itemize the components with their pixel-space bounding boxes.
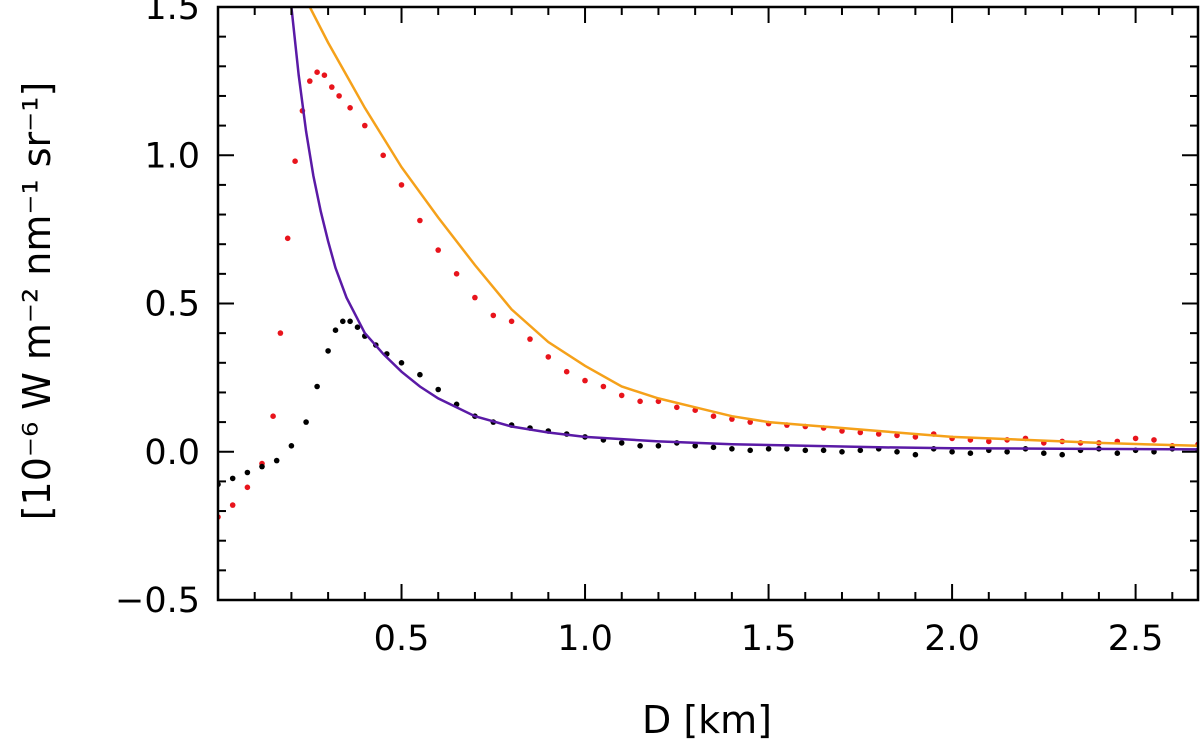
data-point	[949, 449, 955, 455]
data-point	[839, 428, 845, 434]
data-point	[1114, 450, 1121, 457]
data-point	[340, 318, 346, 325]
data-point	[435, 247, 442, 253]
data-point	[912, 434, 919, 440]
data-point	[273, 457, 280, 464]
data-point	[765, 446, 772, 452]
data-point	[332, 327, 339, 334]
data-point	[277, 330, 284, 336]
series-red-points	[218, 69, 1198, 520]
data-point	[244, 469, 251, 476]
data-point	[802, 447, 809, 454]
data-point	[303, 419, 309, 425]
x-tick-label: 2.5	[1108, 619, 1164, 659]
series-black-points	[218, 318, 1198, 488]
data-point	[857, 429, 864, 436]
data-point	[490, 312, 497, 319]
data-point	[229, 502, 236, 508]
data-point	[307, 78, 313, 84]
y-tick-label: −0.5	[115, 581, 200, 621]
y-tick-label: 1.0	[144, 136, 200, 176]
data-point	[618, 440, 625, 446]
data-point	[347, 318, 353, 325]
x-tick-label: 1.0	[557, 619, 613, 659]
data-point	[417, 217, 423, 224]
plot-series	[218, 7, 1198, 520]
data-point	[875, 431, 882, 437]
data-point	[637, 398, 643, 405]
data-point	[894, 449, 900, 455]
data-point	[894, 432, 900, 439]
plot-frame	[216, 5, 1200, 602]
data-point	[336, 93, 342, 99]
data-point	[710, 444, 717, 451]
data-point	[747, 419, 753, 425]
data-point	[527, 336, 533, 342]
data-point	[784, 446, 790, 452]
data-point	[674, 404, 680, 411]
data-point	[839, 449, 845, 455]
data-point	[1004, 449, 1010, 455]
data-point	[314, 69, 320, 75]
y-axis-title: [10⁻⁶ W m⁻² nm⁻¹ sr⁻¹]	[15, 82, 59, 521]
y-tick-label: 0.5	[144, 285, 200, 325]
data-point	[259, 463, 265, 470]
x-axis-title: D [km]	[642, 698, 772, 742]
data-point	[637, 443, 643, 449]
data-point	[1132, 435, 1139, 442]
data-point	[857, 447, 864, 454]
data-point	[729, 416, 735, 422]
data-point	[472, 294, 478, 301]
data-point	[655, 443, 662, 449]
data-point	[398, 360, 405, 366]
data-point	[692, 443, 698, 449]
data-point	[747, 447, 753, 454]
data-point	[912, 451, 919, 458]
data-point	[292, 158, 298, 164]
data-point	[244, 484, 251, 491]
plot-area	[218, 7, 1198, 520]
data-point	[284, 235, 291, 242]
data-point	[435, 386, 442, 393]
data-point	[314, 383, 320, 390]
data-point	[229, 475, 236, 482]
series-line-purple-fit	[290, 7, 1198, 451]
data-point	[563, 368, 570, 375]
data-point	[325, 348, 331, 354]
x-tick-labels: 0.5 1.0 1.5 2.0 2.5	[374, 619, 1164, 659]
data-point	[288, 443, 295, 449]
data-point	[380, 152, 387, 159]
data-point	[354, 324, 361, 331]
data-point	[1151, 437, 1157, 443]
data-point	[417, 371, 423, 378]
data-point	[508, 318, 515, 325]
data-point	[986, 438, 992, 445]
y-tick-label: 1.5	[144, 0, 200, 28]
axes	[216, 5, 1200, 602]
data-point	[618, 392, 625, 399]
x-tick-label: 2.0	[924, 619, 980, 659]
data-point	[820, 447, 827, 454]
data-point	[347, 105, 353, 111]
data-point	[1041, 450, 1047, 457]
series-line-orange-fit	[308, 7, 1198, 448]
data-point	[600, 383, 607, 390]
data-point	[270, 413, 276, 420]
data-point	[329, 84, 335, 90]
data-point	[967, 450, 974, 457]
data-point	[362, 122, 368, 129]
data-point	[453, 271, 460, 277]
y-tick-label: 0.0	[144, 433, 200, 473]
data-point	[398, 182, 405, 188]
data-point	[729, 446, 735, 452]
data-point	[582, 377, 588, 384]
x-tick-label: 0.5	[374, 619, 430, 659]
y-tick-labels: −0.5 0.0 0.5 1.0 1.5	[115, 0, 200, 621]
data-point	[1059, 451, 1065, 458]
data-point	[545, 354, 552, 360]
data-point	[710, 413, 717, 420]
data-point	[321, 72, 328, 78]
x-tick-label: 1.5	[741, 619, 797, 659]
